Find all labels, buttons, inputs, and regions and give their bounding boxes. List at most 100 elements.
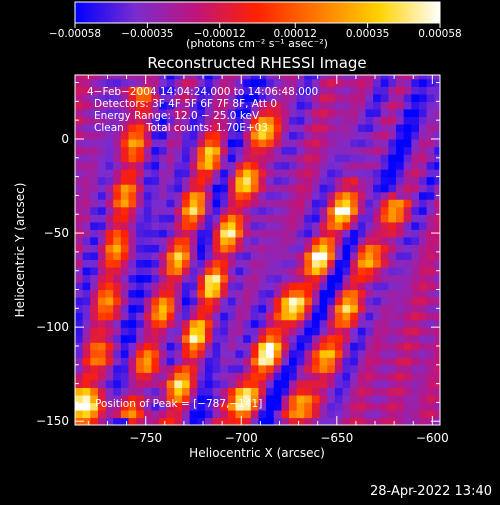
- heatmap-cell: [342, 131, 351, 140]
- heatmap-cell: [113, 176, 122, 185]
- heatmap-cell: [350, 154, 359, 163]
- heatmap-cell: [90, 78, 99, 87]
- heatmap-cell: [304, 101, 313, 110]
- heatmap-cell: [365, 229, 374, 238]
- heatmap-cell: [105, 169, 114, 178]
- heatmap-cell: [166, 327, 175, 336]
- heatmap-cell: [151, 402, 160, 411]
- heatmap-cell: [151, 191, 160, 200]
- heatmap-cell: [357, 86, 367, 95]
- heatmap-cell: [365, 191, 374, 200]
- heatmap-cell: [204, 138, 214, 148]
- heatmap-cell: [403, 327, 412, 336]
- heatmap-cell: [97, 387, 107, 396]
- heatmap-cell: [434, 312, 440, 321]
- heatmap-cell: [411, 221, 420, 230]
- heatmap-cell: [227, 251, 237, 261]
- heatmap-cell: [220, 244, 229, 253]
- heatmap-cell: [319, 297, 328, 306]
- heatmap-cell: [388, 289, 397, 298]
- heatmap-cell: [411, 146, 420, 155]
- heatmap-cell: [434, 169, 440, 178]
- heatmap-cell: [296, 334, 305, 343]
- heatmap-cell: [90, 191, 99, 200]
- heatmap-cell: [189, 349, 198, 358]
- heatmap-cell: [243, 93, 252, 102]
- heatmap-cell: [250, 146, 260, 155]
- heatmap-cell: [113, 251, 122, 261]
- heatmap-cell: [403, 297, 412, 306]
- heatmap-cell: [311, 297, 321, 306]
- heatmap-cell: [197, 161, 206, 170]
- heatmap-cell: [75, 206, 84, 215]
- heatmap-cell: [365, 123, 374, 133]
- heatmap-cell: [380, 146, 389, 155]
- heatmap-cell: [365, 327, 374, 336]
- heatmap-cell: [365, 281, 374, 291]
- heatmap-cell: [281, 236, 290, 245]
- heatmap-cell: [90, 319, 99, 328]
- heatmap-cell: [304, 289, 313, 298]
- heatmap-cell: [418, 161, 428, 170]
- heatmap-cell: [250, 372, 260, 381]
- heatmap-cell: [411, 169, 420, 178]
- heatmap-cell: [250, 86, 260, 95]
- heatmap-cell: [136, 297, 145, 306]
- heatmap-cell: [434, 327, 440, 336]
- heatmap-cell: [235, 342, 244, 351]
- heatmap-cell: [174, 206, 183, 215]
- heatmap-cell: [174, 161, 183, 170]
- heatmap-cell: [227, 214, 237, 223]
- heatmap-cell: [403, 138, 412, 148]
- heatmap-cell: [120, 214, 130, 223]
- heatmap-cell: [319, 131, 328, 140]
- heatmap-cell: [289, 108, 298, 117]
- heatmap-cell: [174, 259, 183, 268]
- heatmap-cell: [273, 312, 282, 321]
- heatmap-cell: [258, 206, 267, 215]
- heatmap-cell: [151, 357, 160, 366]
- heatmap-cell: [220, 349, 229, 358]
- heatmap-cell: [266, 394, 275, 404]
- heatmap-cell: [97, 229, 107, 238]
- heatmap-cell: [273, 101, 282, 110]
- heatmap-cell: [365, 334, 374, 343]
- heatmap-cell: [396, 86, 405, 95]
- heatmap-cell: [426, 116, 435, 125]
- heatmap-cell: [151, 199, 160, 208]
- heatmap-cell: [388, 236, 397, 245]
- heatmap-cell: [327, 274, 336, 283]
- heatmap-cell: [396, 349, 405, 358]
- heatmap-cell: [243, 229, 252, 238]
- heatmap-cell: [143, 75, 153, 80]
- heatmap-cell: [143, 138, 153, 148]
- heatmap-cell: [166, 289, 175, 298]
- heatmap-cell: [342, 319, 351, 328]
- heatmap-cell: [227, 342, 237, 351]
- heatmap-cell: [113, 214, 122, 223]
- heatmap-cell: [151, 169, 160, 178]
- heatmap-cell: [227, 266, 237, 276]
- heatmap-cell: [296, 342, 305, 351]
- heatmap-cell: [82, 169, 91, 178]
- heatmap-cell: [304, 319, 313, 328]
- colorbar-strip: [74, 1, 441, 24]
- heatmap-cell: [82, 417, 91, 425]
- heatmap-cell: [220, 75, 229, 80]
- heatmap-cell: [289, 206, 298, 215]
- heatmap-cell: [258, 131, 267, 140]
- heatmap-cell: [227, 364, 237, 373]
- heatmap-cell: [350, 387, 359, 396]
- heatmap-cell: [289, 364, 298, 373]
- heatmap-cell: [281, 394, 290, 404]
- heatmap-cell: [273, 199, 282, 208]
- heatmap-cell: [342, 214, 351, 223]
- heatmap-cell: [227, 199, 237, 208]
- heatmap-cell: [189, 138, 198, 148]
- heatmap-cell: [258, 244, 267, 253]
- heatmap-cell: [182, 176, 191, 185]
- heatmap-cell: [396, 221, 405, 230]
- heatmap-cell: [128, 251, 137, 261]
- heatmap-cell: [151, 387, 160, 396]
- heatmap-cell: [159, 312, 168, 321]
